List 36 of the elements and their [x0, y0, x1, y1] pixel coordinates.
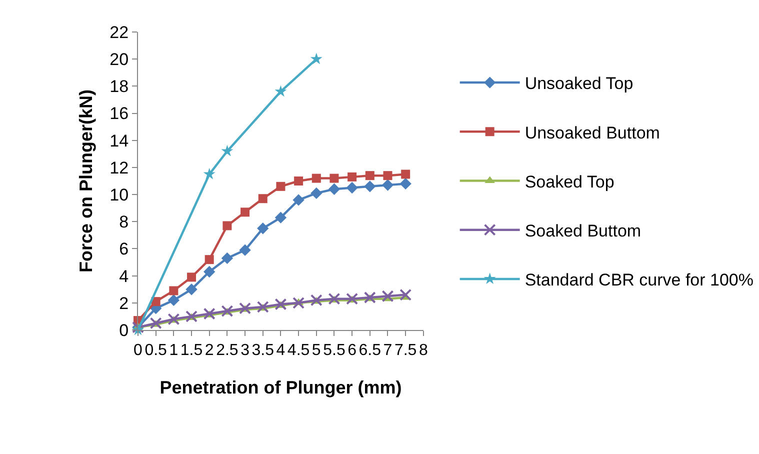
y-tick-label: 16: [110, 104, 129, 124]
legend-label: Standard CBR curve for 100%: [524, 270, 754, 290]
x-tick-label: 3: [240, 342, 250, 360]
x-tick-label: 4: [276, 342, 286, 360]
x-tick-label: 5: [312, 342, 321, 360]
x-tick-label: 2.5: [216, 342, 238, 360]
x-tick-label: 5.5: [323, 342, 346, 360]
x-tick-label: 7: [383, 342, 392, 360]
y-tick-label: 14: [110, 131, 129, 150]
x-tick-label: 0: [134, 342, 143, 360]
y-tick-label: 2: [119, 294, 129, 313]
y-tick-label: 18: [110, 77, 129, 96]
legend-label: Soaked Buttom: [524, 221, 642, 240]
x-tick-label: 1.5: [180, 342, 203, 360]
x-tick-label: 8: [418, 342, 428, 360]
y-tick-label: 4: [119, 266, 129, 286]
y-tick-label: 8: [119, 212, 129, 232]
y-tick-label: 10: [110, 186, 129, 204]
legend-label: Unsoaked Top: [524, 74, 634, 94]
x-tick-label: 3.5: [252, 342, 274, 360]
legend-label: Unsoaked Buttom: [524, 123, 660, 142]
y-tick-label: 20: [110, 50, 129, 70]
y-tick-label: 22: [110, 22, 129, 42]
x-tick-label: 7.5: [394, 342, 417, 360]
y-tick-label: 6: [119, 240, 129, 259]
y-axis-title: Force on Plunger(kN): [76, 89, 96, 273]
x-axis-title: Penetration of Plunger (mm): [160, 377, 402, 398]
y-tick-label: 12: [110, 158, 129, 178]
x-tick-label: 0.5: [144, 342, 168, 360]
x-tick-label: 6.5: [358, 342, 382, 360]
legend-label: Soaked Top: [524, 172, 614, 192]
x-tick-label: 1: [169, 342, 178, 360]
y-tick-label: 0: [119, 320, 129, 340]
x-tick-label: 2: [204, 342, 214, 360]
x-tick-label: 4.5: [287, 342, 310, 360]
x-tick-label: 6: [348, 342, 357, 360]
